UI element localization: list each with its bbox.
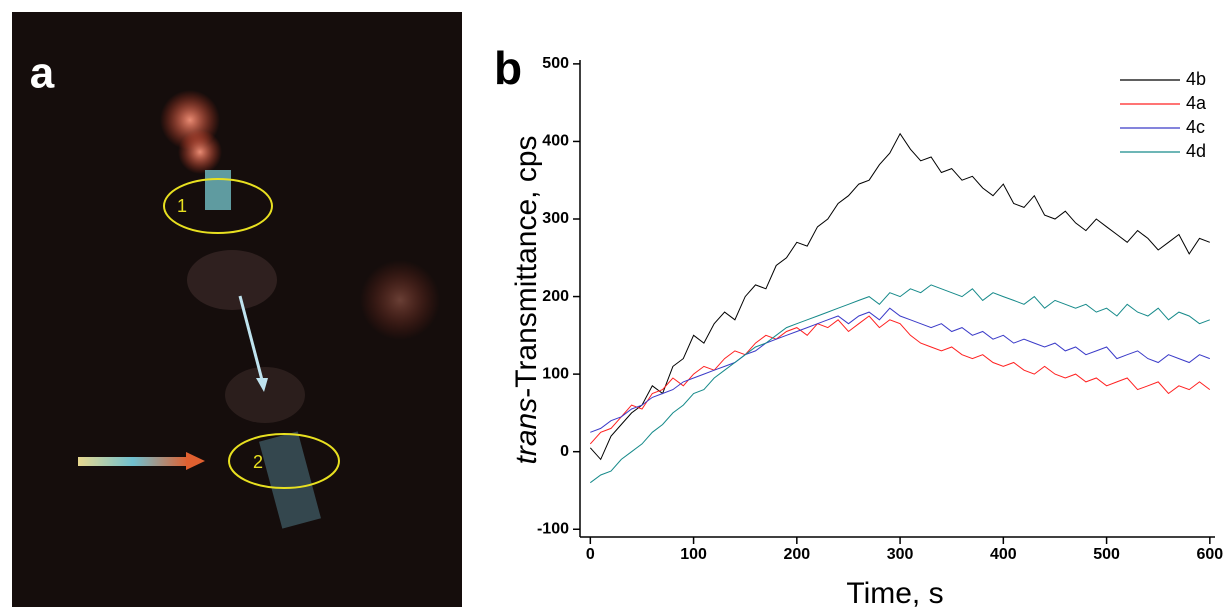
lens — [187, 250, 277, 310]
x-tick-label: 600 — [1196, 546, 1223, 563]
panel-label: a — [30, 49, 55, 98]
glow — [360, 260, 440, 340]
arrow-head — [256, 378, 268, 392]
y-tick-label: 100 — [542, 365, 569, 382]
y-tick-label: 300 — [542, 210, 569, 227]
beam-arrow-head — [186, 452, 205, 470]
x-axis-label: Time, s — [846, 577, 943, 610]
marker-ellipse — [163, 178, 273, 234]
legend-label: 4c — [1186, 117, 1205, 137]
y-axis-label-rest: -Transmittance, cps — [510, 136, 543, 398]
y-axis-label-italic: trans — [510, 398, 543, 465]
y-axis-label: trans-Transmittance, cps — [510, 136, 543, 465]
beam-arrow — [78, 457, 188, 466]
series-line — [589, 132, 1210, 461]
x-tick-label: 400 — [990, 546, 1017, 563]
series-line — [590, 284, 1210, 484]
marker-ellipse — [228, 433, 340, 489]
y-tick-label: 500 — [542, 55, 569, 72]
cuvette — [205, 170, 231, 210]
y-tick-label: 0 — [560, 443, 569, 460]
x-tick-label: 500 — [1093, 546, 1120, 563]
y-tick-label: 400 — [542, 133, 569, 150]
photo-panel: a 1 2 — [12, 12, 462, 607]
marker-label: 2 — [253, 452, 263, 472]
x-tick-label: 200 — [783, 546, 810, 563]
arrow — [238, 295, 264, 381]
marker-label: 1 — [177, 196, 187, 216]
glow — [178, 130, 222, 174]
legend-label: 4a — [1186, 93, 1207, 113]
x-tick-label: 100 — [680, 546, 707, 563]
x-tick-label: 300 — [887, 546, 914, 563]
legend-label: 4d — [1186, 141, 1206, 161]
lens — [225, 367, 305, 423]
y-tick-label: -100 — [537, 520, 569, 537]
y-tick-label: 200 — [542, 288, 569, 305]
cuvette — [259, 431, 321, 529]
legend-label: 4b — [1186, 69, 1206, 89]
panel-label: b — [494, 42, 522, 94]
chart: b Time, s trans-Transmittance, cps -100 0… — [494, 42, 1223, 610]
x-tick-label: 0 — [586, 546, 595, 563]
series-line — [590, 307, 1210, 433]
series-line — [589, 315, 1211, 445]
